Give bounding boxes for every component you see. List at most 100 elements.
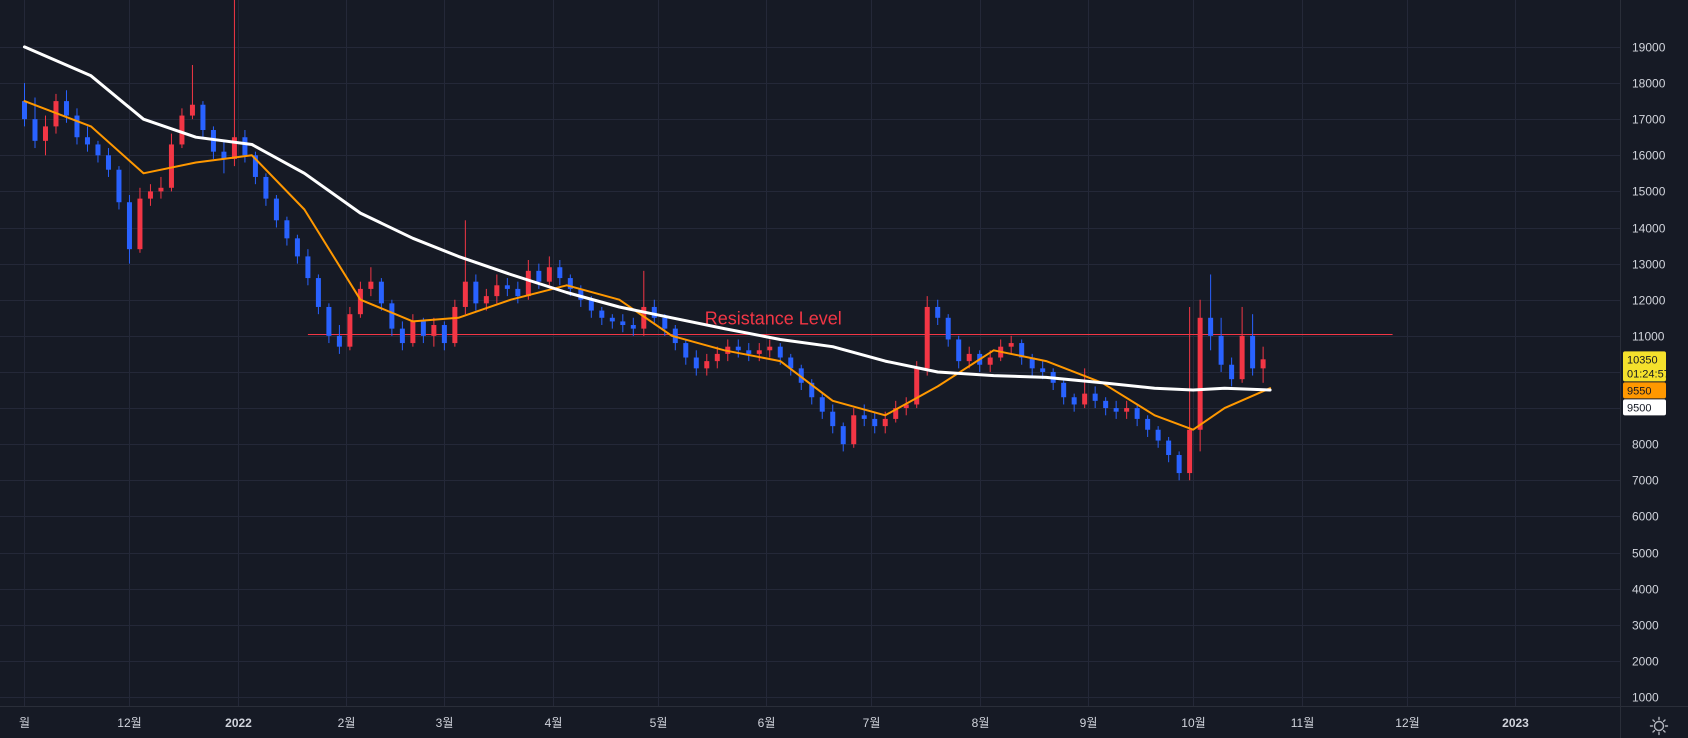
resistance-label: Resistance Level <box>705 309 842 329</box>
candle-body <box>735 346 741 351</box>
y-tick-label: 17000 <box>1632 113 1666 127</box>
candle <box>452 299 458 347</box>
candle <box>147 184 153 206</box>
price-badge-box <box>1623 399 1666 416</box>
candle <box>1092 386 1098 409</box>
candle-body <box>956 339 962 362</box>
candle <box>704 353 710 376</box>
candle-body <box>536 270 542 282</box>
candle-body <box>662 317 668 329</box>
candle <box>263 173 269 206</box>
candle <box>998 339 1004 362</box>
candle <box>21 83 27 127</box>
moving-averages <box>23 45 1272 431</box>
candle-body <box>599 310 605 318</box>
x-tick-label: 4월 <box>545 716 563 730</box>
candle-body <box>1260 359 1266 369</box>
price-badges: 10350 01:24:57 9550 9500 <box>1623 351 1670 416</box>
candle-body <box>242 137 248 156</box>
time-axis[interactable]: 월 12월 2022 2월 3월 4월 5월 6월 7월 8월 9월 10월 11월 12월 2023 <box>0 706 1688 731</box>
candle <box>378 278 384 311</box>
candle <box>1166 436 1172 463</box>
candle-body <box>882 418 888 427</box>
price-badge-label: 9550 <box>1627 385 1651 397</box>
candle <box>315 274 321 315</box>
candle <box>284 216 290 246</box>
candle <box>221 140 227 174</box>
candle-body <box>1176 455 1182 474</box>
y-tick-label: 12000 <box>1632 294 1666 308</box>
y-tick-label: 18000 <box>1632 77 1666 91</box>
y-tick-label: 11000 <box>1632 330 1665 344</box>
candle <box>494 274 500 304</box>
x-tick-label: 2023 <box>1502 716 1529 730</box>
candle-body <box>158 187 164 192</box>
candle-body <box>704 361 710 369</box>
candle <box>483 288 489 311</box>
candle <box>819 393 825 419</box>
candle-body <box>1040 368 1046 372</box>
candle <box>641 270 647 336</box>
candle <box>872 411 878 434</box>
candle <box>746 343 752 362</box>
candle-body <box>378 281 384 304</box>
x-tick-label: 6월 <box>758 716 776 730</box>
candle-body <box>42 126 48 141</box>
candle-body <box>567 278 573 289</box>
candle-body <box>987 357 993 365</box>
candle-body <box>189 104 195 116</box>
candle <box>305 249 311 286</box>
candle-body <box>494 285 500 297</box>
price-badge-label: 9500 <box>1627 402 1651 414</box>
candle <box>924 296 930 376</box>
candle <box>683 339 689 365</box>
candle <box>42 115 48 156</box>
x-tick-label: 12월 <box>1395 716 1419 730</box>
candle-body <box>116 169 122 203</box>
candle-body <box>347 314 353 347</box>
candle-body <box>368 281 374 289</box>
candle <box>620 314 626 333</box>
candle-body <box>893 408 899 419</box>
candle <box>945 314 951 347</box>
price-badge-label: 10350 <box>1627 354 1658 366</box>
candle-body <box>1187 429 1193 474</box>
candle <box>1124 400 1130 419</box>
candle-body <box>767 346 773 351</box>
candle <box>1187 306 1193 481</box>
candle-body <box>777 346 783 358</box>
candle <box>788 353 794 376</box>
candle <box>630 317 636 336</box>
candle <box>714 346 720 369</box>
candle <box>893 400 899 423</box>
candle-body <box>609 317 615 322</box>
candle-body <box>1092 393 1098 401</box>
candle <box>399 321 405 351</box>
candle-body <box>557 267 563 279</box>
x-tick-label: 2022 <box>225 716 252 730</box>
candle-body <box>1218 335 1224 365</box>
candle-body <box>32 119 38 141</box>
candle-body <box>441 325 447 344</box>
y-tick-label: 8000 <box>1632 438 1659 452</box>
candle <box>137 187 143 253</box>
candle-body <box>1071 397 1077 405</box>
gear-icon[interactable] <box>1649 716 1669 736</box>
candle-body <box>357 288 363 315</box>
candle-body <box>126 202 132 250</box>
candle <box>1155 426 1161 448</box>
x-tick-label: 3월 <box>436 716 454 730</box>
candle-body <box>284 220 290 239</box>
candle-body <box>693 357 699 369</box>
x-tick-label: 10월 <box>1181 716 1205 730</box>
candle-body <box>1124 408 1130 412</box>
price-badge-box <box>1623 351 1666 382</box>
x-tick-label: 5월 <box>650 716 668 730</box>
candle-body <box>431 325 437 336</box>
candle <box>74 108 80 145</box>
candle <box>809 379 815 405</box>
candle <box>347 306 353 351</box>
candle-body <box>630 325 636 329</box>
